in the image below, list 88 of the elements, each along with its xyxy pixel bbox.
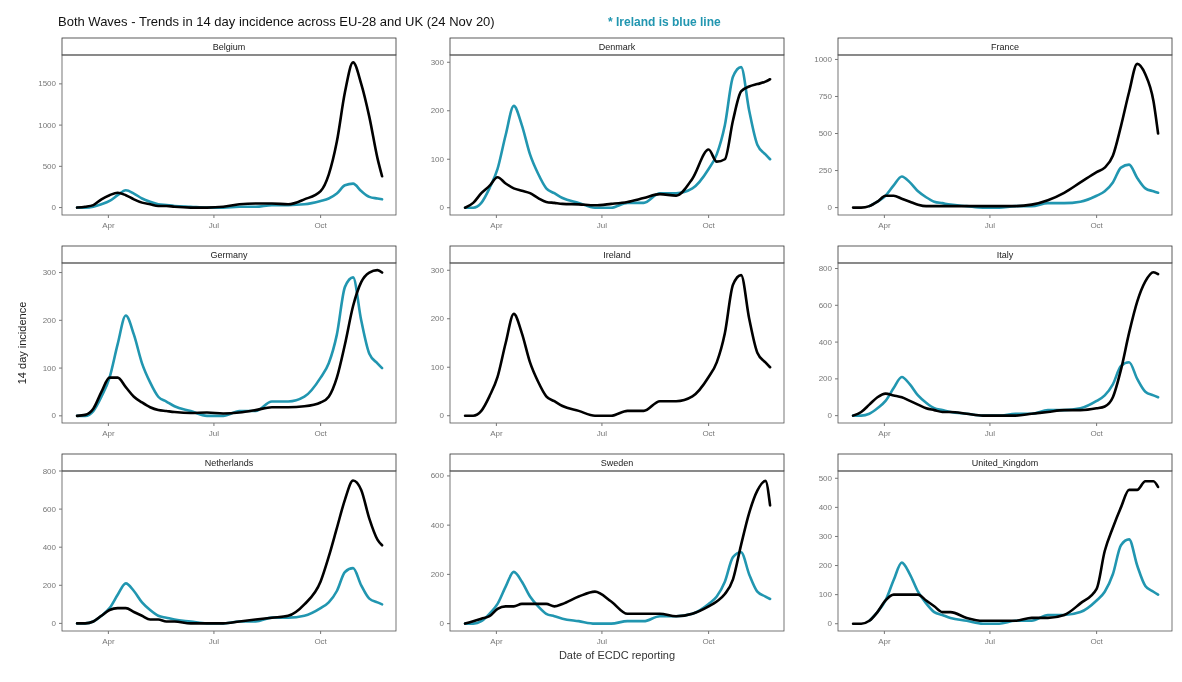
chart-title: Netherlands xyxy=(204,458,254,468)
line-series xyxy=(851,270,1160,417)
y-tick-label: 800 xyxy=(818,264,833,274)
y-tick-label: 100 xyxy=(42,363,57,373)
x-tick-label: Jul xyxy=(596,221,608,230)
chart-title: Denmark xyxy=(598,42,636,52)
y-tick-label: 600 xyxy=(42,504,57,514)
y-tick-label: 0 xyxy=(827,411,833,421)
y-tick-label: 1500 xyxy=(38,79,57,89)
line-series xyxy=(851,479,1160,626)
x-tick-label: Apr xyxy=(102,637,115,646)
chart-title: Ireland xyxy=(603,250,631,260)
y-tick-label: 200 xyxy=(42,315,57,325)
x-tick-label: Jul xyxy=(208,637,220,646)
text: * Ireland is blue line xyxy=(608,15,722,29)
x-tick-label: Apr xyxy=(490,221,503,230)
x-tick-label: Jul xyxy=(596,429,608,438)
x-tick-label: Oct xyxy=(1090,221,1104,230)
line-series xyxy=(75,61,384,209)
chart-title: United_Kingdom xyxy=(971,458,1039,468)
y-tick-label: 0 xyxy=(51,203,57,213)
y-tick-label: 300 xyxy=(430,265,445,275)
x-tick-label: Oct xyxy=(1090,637,1104,646)
y-tick-label: 500 xyxy=(818,473,833,483)
x-tick-label: Apr xyxy=(490,637,503,646)
y-tick-label: 300 xyxy=(42,268,57,278)
chart-title: France xyxy=(990,42,1020,52)
x-tick-label: Apr xyxy=(102,221,115,230)
y-tick-label: 600 xyxy=(430,471,445,481)
y-tick-label: 400 xyxy=(818,502,833,512)
y-tick-label: 0 xyxy=(827,619,833,629)
y-tick-label: 500 xyxy=(818,129,833,139)
x-tick-label: Apr xyxy=(490,429,503,438)
line-series xyxy=(463,479,772,625)
y-tick-label: 1000 xyxy=(38,120,57,130)
x-axis-title: Date of ECDC reporting xyxy=(558,649,676,661)
y-axis-title: 14 day incidence xyxy=(16,301,28,385)
y-tick-label: 0 xyxy=(439,203,445,213)
x-tick-label: Apr xyxy=(878,637,891,646)
y-tick-label: 800 xyxy=(42,466,57,476)
y-tick-label: 200 xyxy=(430,314,445,324)
y-tick-label: 200 xyxy=(430,106,445,116)
x-tick-label: Jul xyxy=(984,637,996,646)
text: Both Waves - Trends in 14 day incidence across EU-28 and UK (24 Nov 20) xyxy=(58,14,495,29)
y-tick-label: 1000 xyxy=(814,55,833,64)
y-tick-label: 100 xyxy=(430,362,445,372)
x-tick-label: Jul xyxy=(596,637,608,646)
line-series xyxy=(75,479,384,625)
chart-title: Sweden xyxy=(600,458,634,468)
y-tick-label: 250 xyxy=(818,166,833,176)
x-tick-label: Jul xyxy=(984,429,996,438)
x-tick-label: Oct xyxy=(702,637,716,646)
x-tick-label: Apr xyxy=(878,429,891,438)
x-tick-label: Oct xyxy=(314,429,328,438)
y-tick-label: 400 xyxy=(430,520,445,530)
x-tick-label: Jul xyxy=(208,429,220,438)
x-tick-label: Oct xyxy=(314,637,328,646)
y-tick-label: 0 xyxy=(439,619,445,629)
y-tick-label: 200 xyxy=(42,580,57,590)
line-series xyxy=(851,62,1160,209)
chart-title: Germany xyxy=(210,250,248,260)
x-tick-label: Apr xyxy=(878,221,891,230)
y-tick-label: 0 xyxy=(439,411,445,421)
y-tick-label: 0 xyxy=(51,618,57,628)
line-series xyxy=(463,273,772,418)
y-tick-label: 100 xyxy=(818,590,833,600)
y-tick-label: 600 xyxy=(818,300,833,310)
y-tick-label: 200 xyxy=(430,569,445,579)
chart-title: Italy xyxy=(996,250,1014,260)
chart-title: Belgium xyxy=(212,42,246,52)
y-tick-label: 0 xyxy=(827,203,833,213)
y-tick-label: 300 xyxy=(818,532,833,542)
x-tick-label: Apr xyxy=(102,429,115,438)
x-tick-label: Oct xyxy=(702,429,716,438)
y-tick-label: 500 xyxy=(42,161,57,171)
x-tick-label: Oct xyxy=(702,221,716,230)
y-tick-label: 400 xyxy=(818,337,833,347)
y-tick-label: 200 xyxy=(818,561,833,571)
x-tick-label: Oct xyxy=(1090,429,1104,438)
y-tick-label: 300 xyxy=(430,57,445,67)
x-tick-label: Oct xyxy=(314,221,328,230)
y-tick-label: 100 xyxy=(430,154,445,164)
y-tick-label: 200 xyxy=(818,374,833,384)
y-tick-label: 400 xyxy=(42,542,57,552)
y-tick-label: 0 xyxy=(51,411,57,421)
y-tick-label: 750 xyxy=(818,92,833,102)
x-tick-label: Jul xyxy=(208,221,220,230)
x-tick-label: Jul xyxy=(984,221,996,230)
